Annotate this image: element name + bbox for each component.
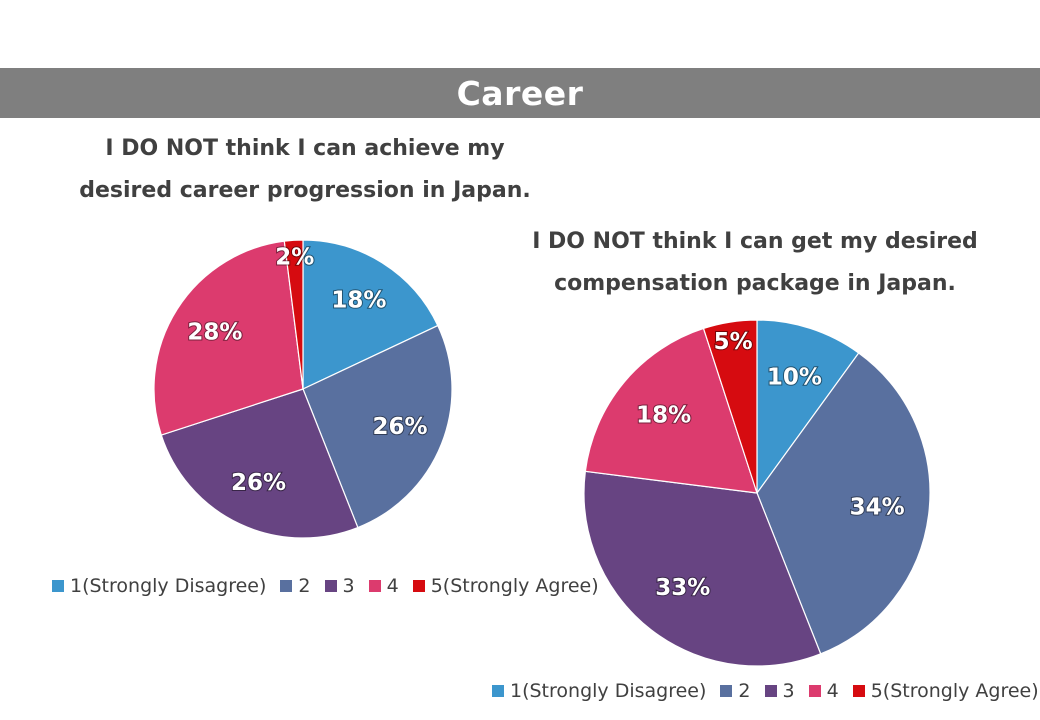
chart-1-legend-swatch-4 xyxy=(368,580,381,592)
chart-1-data-label-1: 18% xyxy=(331,287,386,313)
chart-2-legend: 1(Strongly Disagree) 2 3 4 5(Strongly Agree) xyxy=(492,680,1039,702)
chart-2-legend-swatch-5 xyxy=(852,685,865,697)
chart-1-slice-4 xyxy=(153,240,304,436)
chart-1-legend-swatch-2 xyxy=(280,580,293,592)
chart-2-pie: 10% 34% 33% 18% 5% xyxy=(583,319,931,667)
chart-2-legend-swatch-2 xyxy=(720,685,733,697)
chart-1-legend-swatch-1 xyxy=(52,580,64,592)
chart-1-legend-item-5: 5(Strongly Agree) xyxy=(412,575,599,597)
chart-1-slice-5 xyxy=(283,239,304,390)
chart-2-legend-swatch-1 xyxy=(492,685,504,697)
chart-2-legend-swatch-3 xyxy=(764,685,777,697)
chart-1-legend-swatch-3 xyxy=(324,580,337,592)
chart-1-legend-item-2: 2 xyxy=(280,575,311,597)
chart-2-data-label-2: 34% xyxy=(850,495,905,521)
chart-1-slice-2 xyxy=(302,324,453,529)
chart-2-title-line-2: compensation package in Japan. xyxy=(554,271,956,296)
chart-1-data-label-4: 28% xyxy=(187,320,242,346)
chart-2-title-line-1: I DO NOT think I can get my desired xyxy=(532,229,978,254)
chart-2-slice-3 xyxy=(583,470,822,667)
chart-1-title: I DO NOT think I can achieve my desired … xyxy=(60,128,550,212)
chart-1-data-label-2: 26% xyxy=(372,414,427,440)
chart-1-legend-item-3: 3 xyxy=(324,575,355,597)
section-title: Career xyxy=(456,73,584,113)
chart-2-data-label-4: 18% xyxy=(636,402,691,428)
chart-1-legend: 1(Strongly Disagree) 2 3 4 5(Strongly Agree) xyxy=(52,575,599,597)
chart-1-legend-label-5: 5(Strongly Agree) xyxy=(430,575,599,597)
chart-2-legend-swatch-4 xyxy=(808,685,821,697)
chart-2-data-label-5: 5% xyxy=(714,329,753,355)
chart-1-data-label-3: 26% xyxy=(231,470,286,496)
chart-1-pie: 18% 26% 26% 28% 2% xyxy=(153,239,453,539)
chart-2-slice-2 xyxy=(756,352,931,655)
chart-1-title-line-2: desired career progression in Japan. xyxy=(79,178,531,203)
chart-1-legend-swatch-5 xyxy=(412,580,425,592)
chart-2-legend-label-4: 4 xyxy=(826,680,839,702)
chart-2-legend-label-1: 1(Strongly Disagree) xyxy=(510,680,707,702)
chart-2-slice-4 xyxy=(584,327,758,494)
chart-1-legend-label-3: 3 xyxy=(342,575,355,597)
chart-2-legend-item-4: 4 xyxy=(808,680,839,702)
chart-2-legend-label-2: 2 xyxy=(738,680,751,702)
chart-1-legend-label-2: 2 xyxy=(298,575,311,597)
section-banner: Career xyxy=(0,68,1040,118)
chart-2-legend-label-3: 3 xyxy=(782,680,795,702)
chart-1-legend-item-4: 4 xyxy=(368,575,399,597)
chart-2-legend-item-3: 3 xyxy=(764,680,795,702)
chart-2-legend-item-2: 2 xyxy=(720,680,751,702)
chart-1-title-line-1: I DO NOT think I can achieve my xyxy=(105,136,505,161)
chart-1-legend-item-1: 1(Strongly Disagree) xyxy=(52,575,266,597)
chart-2-slice-1 xyxy=(756,319,860,495)
chart-2-title: I DO NOT think I can get my desired comp… xyxy=(510,221,1000,305)
chart-2-legend-label-5: 5(Strongly Agree) xyxy=(870,680,1039,702)
chart-1-legend-label-1: 1(Strongly Disagree) xyxy=(70,575,267,597)
chart-2-legend-item-1: 1(Strongly Disagree) xyxy=(492,680,706,702)
chart-1-data-label-5: 2% xyxy=(275,245,314,271)
chart-2-slice-5 xyxy=(702,319,758,494)
chart-1-legend-label-4: 4 xyxy=(386,575,399,597)
chart-1-slice-3 xyxy=(160,388,359,539)
chart-2-legend-item-5: 5(Strongly Agree) xyxy=(852,680,1039,702)
chart-1-slice-1 xyxy=(302,239,439,390)
chart-2-data-label-3: 33% xyxy=(655,575,710,601)
chart-2-data-label-1: 10% xyxy=(767,364,822,390)
